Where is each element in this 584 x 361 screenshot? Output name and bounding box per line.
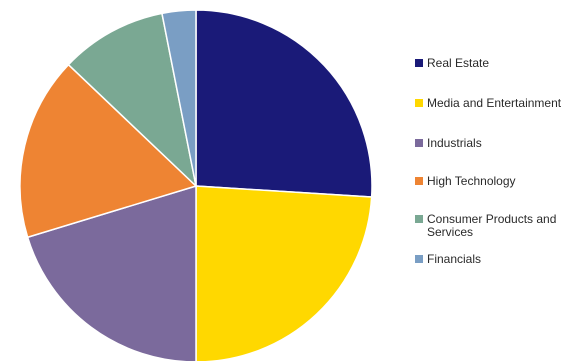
legend-swatch-consumer-products-and-services (415, 215, 423, 223)
pie-slice-consumer-products-and-services (67, 12, 197, 187)
pie-slice-financials (161, 9, 197, 187)
legend-label-consumer-products-and-services: Consumer Products and Services (427, 212, 557, 239)
pie-slice-industrials (26, 185, 197, 361)
legend-label-financials: Financials (427, 252, 482, 266)
legend-item-real-estate: Real Estate (415, 57, 577, 70)
legend-swatch-real-estate (415, 59, 423, 67)
legend-item-financials: Financials (415, 253, 577, 266)
legend-swatch-media-and-entertainment (415, 99, 423, 107)
pie-slice-media-and-entertainment (195, 185, 373, 361)
legend-label-high-technology: High Technology (427, 174, 516, 188)
pie-slice-high-technology (19, 63, 197, 238)
legend-item-consumer-products-and-services: Consumer Products and Services (415, 213, 577, 239)
legend-label-real-estate: Real Estate (427, 56, 490, 70)
legend-item-industrials: Industrials (415, 137, 577, 150)
pie-slice-real-estate (195, 9, 373, 198)
legend-swatch-high-technology (415, 177, 423, 185)
legend-label-media-and-entertainment: Media and Entertainment (427, 96, 562, 110)
legend-item-media-and-entertainment: Media and Entertainment (415, 97, 577, 110)
legend-swatch-industrials (415, 139, 423, 147)
legend-swatch-financials (415, 255, 423, 263)
legend-item-high-technology: High Technology (415, 175, 577, 188)
legend-label-industrials: Industrials (427, 136, 482, 150)
